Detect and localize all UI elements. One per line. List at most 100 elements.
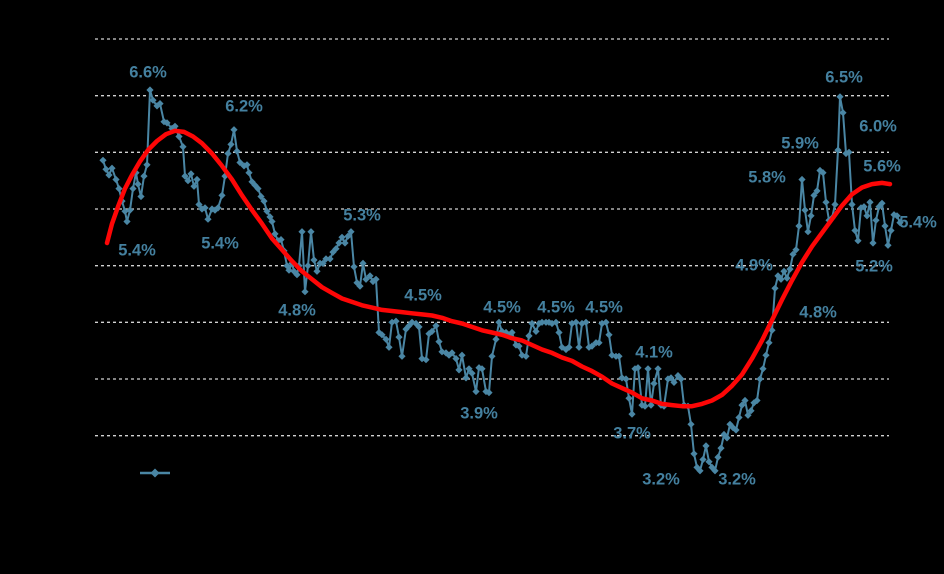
data-label: 6.0% — [859, 118, 897, 136]
diamond-marker — [735, 413, 743, 422]
diamond-marker — [243, 161, 251, 169]
diamond-marker — [233, 147, 241, 155]
diamond-marker — [236, 158, 244, 167]
diamond-marker — [227, 140, 235, 148]
diamond-marker — [372, 275, 380, 283]
diamond-marker — [774, 272, 782, 280]
diamond-marker — [515, 342, 523, 350]
diamond-marker — [650, 379, 658, 388]
diamond-marker — [786, 265, 794, 273]
diamond-marker — [187, 170, 195, 178]
diamond-marker — [171, 122, 179, 130]
data-label: 4.5% — [483, 299, 521, 317]
diamond-marker — [121, 207, 129, 215]
diamond-marker — [674, 372, 682, 380]
data-label: 5.4% — [118, 242, 156, 260]
diamond-marker — [741, 396, 749, 405]
diamond-marker — [468, 369, 476, 377]
diamond-marker — [795, 222, 803, 230]
diamond-marker — [813, 187, 821, 195]
diamond-marker — [129, 185, 137, 193]
diamond-marker — [432, 322, 440, 330]
data-label: 4.5% — [537, 299, 575, 317]
diamond-marker — [134, 180, 142, 188]
data-label: 4.8% — [278, 302, 316, 320]
diamond-marker — [638, 401, 646, 409]
diamond-marker — [759, 365, 767, 373]
diamond-marker — [831, 200, 839, 209]
diamond-marker — [528, 319, 536, 328]
diamond-marker — [304, 262, 312, 270]
diamond-marker — [485, 389, 493, 397]
diamond-marker — [792, 246, 800, 254]
diamond-marker — [271, 230, 279, 238]
diamond-marker — [893, 212, 901, 220]
diamond-marker — [618, 374, 626, 382]
diamond-marker — [848, 200, 856, 209]
diamond-marker — [140, 172, 148, 180]
diamond-marker — [382, 335, 390, 343]
diamond-marker — [538, 318, 546, 326]
diamond-marker — [163, 119, 171, 127]
diamond-marker — [834, 146, 842, 154]
diamond-marker — [854, 237, 862, 245]
diamond-marker — [285, 266, 293, 274]
diamond-marker — [884, 241, 892, 249]
diamond-marker — [214, 204, 222, 212]
weekly-rate-series — [99, 86, 904, 475]
diamond-marker — [789, 250, 797, 258]
diamond-marker — [181, 172, 189, 180]
trend-line — [104, 128, 893, 409]
diamond-marker — [398, 352, 406, 360]
diamond-marker — [313, 267, 321, 275]
diamond-marker — [819, 169, 827, 177]
diamond-marker — [455, 366, 463, 374]
data-label: 5.4% — [201, 235, 239, 253]
diamond-marker — [714, 453, 722, 461]
diamond-marker — [326, 255, 334, 263]
diamond-marker — [218, 191, 226, 199]
diamond-marker — [711, 467, 719, 475]
diamond-marker — [392, 317, 400, 325]
diamond-marker — [866, 198, 874, 206]
diamond-marker — [260, 197, 268, 205]
diamond-marker — [195, 200, 203, 209]
diamond-marker — [641, 402, 649, 410]
diamond-marker — [137, 192, 145, 201]
diamond-marker — [634, 364, 642, 372]
diamond-marker — [801, 206, 809, 214]
diamond-marker — [839, 109, 847, 117]
diamond-marker — [277, 236, 285, 244]
diamond-marker — [435, 338, 443, 346]
diamond-marker — [863, 212, 871, 220]
diamond-marker — [108, 164, 116, 172]
diamond-marker — [184, 177, 192, 185]
diamond-marker — [99, 156, 107, 164]
diamond-marker — [558, 343, 566, 351]
diamond-marker — [575, 343, 583, 351]
diamond-marker — [807, 212, 815, 220]
diamond-marker — [687, 420, 695, 428]
diamond-marker — [699, 455, 707, 464]
diamond-marker — [115, 185, 123, 193]
diamond-marker — [448, 349, 456, 357]
data-label: 4.8% — [799, 304, 837, 322]
data-label: 5.8% — [748, 169, 786, 187]
diamond-marker — [143, 161, 151, 169]
diamond-marker — [458, 351, 466, 359]
diamond-marker — [622, 375, 630, 383]
diamond-marker — [332, 245, 340, 253]
diamond-marker — [572, 318, 580, 326]
diamond-marker — [545, 318, 553, 326]
diamond-marker — [693, 463, 701, 471]
diamond-marker — [478, 365, 486, 373]
data-label: 5.3% — [343, 207, 381, 225]
diamond-marker — [462, 374, 470, 382]
diamond-marker — [359, 259, 367, 267]
diamond-marker — [615, 352, 623, 360]
diamond-marker — [887, 226, 895, 235]
diamond-marker — [362, 275, 370, 283]
diamond-marker — [146, 86, 154, 94]
